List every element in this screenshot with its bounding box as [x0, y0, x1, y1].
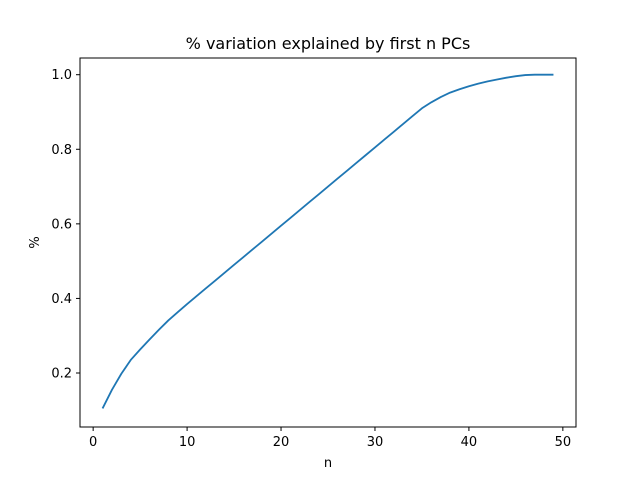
axes-frame	[79, 57, 577, 428]
x-tick-label: 10	[179, 435, 196, 450]
x-tick-label: 40	[461, 435, 478, 450]
y-tick-label: 0.8	[51, 143, 72, 158]
x-axis-label: n	[324, 456, 332, 471]
y-tick-label: 0.6	[51, 217, 72, 232]
x-tick-label: 0	[89, 435, 97, 450]
y-axis: 0.2 0.4 0.6 0.8 1.0	[51, 68, 80, 382]
plot-area	[101, 73, 554, 409]
y-tick-label: 0.2	[51, 367, 72, 382]
series-line-0	[101, 73, 554, 409]
chart-title: % variation explained by first n PCs	[186, 34, 471, 53]
x-tick-label: 50	[555, 435, 572, 450]
y-tick-label: 0.4	[51, 292, 72, 307]
y-tick-label: 1.0	[51, 68, 72, 83]
x-tick-label: 30	[367, 435, 384, 450]
x-tick-label: 20	[273, 435, 290, 450]
x-axis: 0 10 20 30 40 50	[89, 427, 571, 450]
y-axis-label: %	[28, 236, 43, 248]
